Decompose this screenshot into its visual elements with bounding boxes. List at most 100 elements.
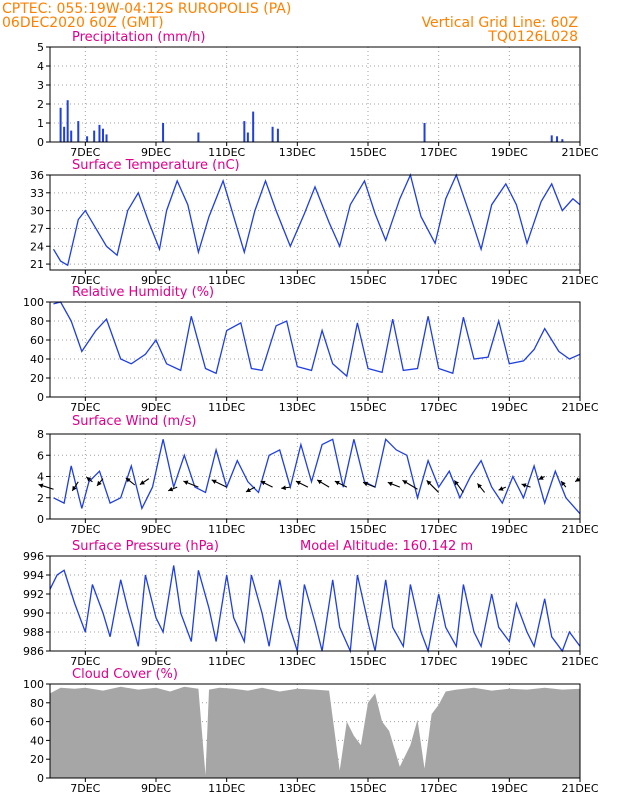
y-tick-label: 60 (30, 334, 44, 347)
wind-arrow-head (575, 477, 581, 482)
panel-title: Surface Wind (m/s) (72, 414, 196, 429)
y-tick-label: 20 (30, 372, 44, 385)
wind-arrow-head (334, 480, 340, 486)
wind-arrow-head (281, 485, 286, 491)
x-tick-label: 9DEC (141, 274, 171, 287)
panel-temperature: 21 24 27 30 33 36 7DEC 9DEC 11DEC 13DEC 15DEC 17DEC… (30, 158, 599, 287)
x-tick-label: 11DEC (208, 782, 245, 795)
y-tick-label: 33 (30, 187, 44, 200)
panel-pressure: 986 988 990 992 994 996 7DEC 9DEC 11DEC 13DEC 15DE… (23, 539, 599, 668)
precip-bar (77, 121, 80, 142)
x-tick-label: 17DEC (420, 401, 457, 414)
wind-arrow-head (295, 480, 301, 486)
y-tick-label: 36 (30, 169, 44, 182)
y-tick-label: 996 (23, 550, 44, 563)
x-tick-label: 9DEC (141, 655, 171, 668)
precip-bar (86, 136, 89, 142)
wind-arrow-head (97, 480, 102, 486)
x-tick-label: 7DEC (70, 523, 100, 536)
x-tick-label: 21DEC (561, 274, 598, 287)
series-line (49, 565, 581, 654)
wind-arrow-head (498, 486, 504, 491)
x-tick-label: 13DEC (279, 655, 316, 668)
panel-humidity: 0 20 40 60 80 100 7DEC 9DEC 11DEC 13DEC 15DEC 17DEC… (23, 285, 599, 414)
precip-bar (561, 139, 564, 142)
y-tick-label: 6 (37, 449, 44, 462)
x-tick-label: 15DEC (349, 146, 386, 159)
x-tick-label: 13DEC (279, 146, 316, 159)
wind-arrow-head (317, 479, 323, 485)
precip-bar (556, 136, 559, 142)
panel-wind: 0 2 4 6 8 7DEC 9DEC 11DEC 13DEC 15DEC 17DEC 19DEC 21… (37, 414, 599, 536)
cloud-area (50, 686, 580, 778)
header-grid-line: Vertical Grid Line: 60Z (422, 15, 578, 31)
y-tick-label: 986 (23, 645, 44, 658)
wind-arrow-head (363, 481, 368, 487)
plot-frame (49, 301, 581, 398)
x-tick-label: 9DEC (141, 146, 171, 159)
wind-arrow-head (168, 486, 174, 492)
y-tick-label: 100 (23, 296, 44, 309)
wind-arrow-head (72, 485, 77, 491)
series-line (53, 301, 581, 378)
panel-title: Relative Humidity (%) (72, 285, 214, 300)
y-tick-label: 30 (30, 205, 44, 218)
panel-precipitation: 0 1 2 3 4 5 7DEC 9DEC 11DEC 13DEC 15DEC 17DEC 19DEC 2… (37, 30, 599, 159)
x-tick-label: 15DEC (349, 274, 386, 287)
precip-bar (197, 132, 200, 142)
x-tick-label: 19DEC (491, 274, 528, 287)
y-tick-label: 0 (37, 513, 44, 526)
header-location: CPTEC: 055:19W-04:12S RUROPOLIS (PA) (2, 1, 291, 17)
wind-arrow-head (183, 480, 189, 485)
x-tick-label: 19DEC (491, 146, 528, 159)
precip-bar (423, 123, 426, 142)
wind-arrow-head (38, 483, 44, 489)
precip-bar (63, 126, 66, 142)
panel-title: Surface Pressure (hPa) (72, 539, 219, 554)
y-tick-label: 80 (30, 697, 44, 710)
y-tick-label: 0 (37, 136, 44, 149)
wind-arrow-head (260, 480, 266, 486)
panel-title: Precipitation (mm/h) (72, 30, 205, 45)
x-tick-label: 13DEC (279, 523, 316, 536)
wind-arrow-head (477, 483, 482, 489)
wind-arrow-head (521, 483, 527, 488)
wind-arrow-head (245, 487, 251, 492)
wind-arrow-head (86, 477, 92, 482)
y-tick-label: 2 (37, 492, 44, 505)
x-tick-label: 11DEC (208, 523, 245, 536)
precip-bar (102, 128, 104, 142)
x-tick-label: 11DEC (208, 655, 245, 668)
x-tick-label: 15DEC (349, 401, 386, 414)
y-tick-label: 8 (37, 428, 44, 441)
y-tick-label: 994 (23, 569, 44, 582)
precip-bar (276, 128, 279, 142)
y-tick-label: 4 (37, 60, 44, 73)
precip-bar (66, 100, 69, 142)
y-tick-label: 20 (30, 753, 44, 766)
precip-bar (246, 132, 249, 142)
y-tick-label: 4 (37, 471, 44, 484)
precip-bar (93, 130, 96, 142)
y-tick-label: 40 (30, 734, 44, 747)
wind-arrow-head (387, 481, 393, 487)
x-tick-label: 7DEC (70, 782, 100, 795)
y-tick-label: 2 (37, 98, 44, 111)
header-date: 06DEC2020 60Z (GMT) (2, 15, 164, 31)
y-tick-label: 990 (23, 607, 44, 620)
x-tick-label: 7DEC (70, 401, 100, 414)
x-tick-label: 17DEC (420, 523, 457, 536)
model-altitude: Model Altitude: 160.142 m (300, 539, 473, 554)
precip-bar (162, 123, 165, 142)
series-line (52, 173, 581, 267)
wind-arrow-head (402, 480, 408, 485)
panel-title: Surface Temperature (nC) (72, 158, 240, 173)
panel-title: Cloud Cover (%) (72, 667, 178, 682)
x-tick-label: 11DEC (208, 146, 245, 159)
x-tick-label: 21DEC (561, 401, 598, 414)
x-tick-label: 7DEC (70, 146, 100, 159)
x-tick-label: 13DEC (279, 274, 316, 287)
x-tick-label: 19DEC (491, 655, 528, 668)
wind-arrow-head (139, 480, 145, 485)
